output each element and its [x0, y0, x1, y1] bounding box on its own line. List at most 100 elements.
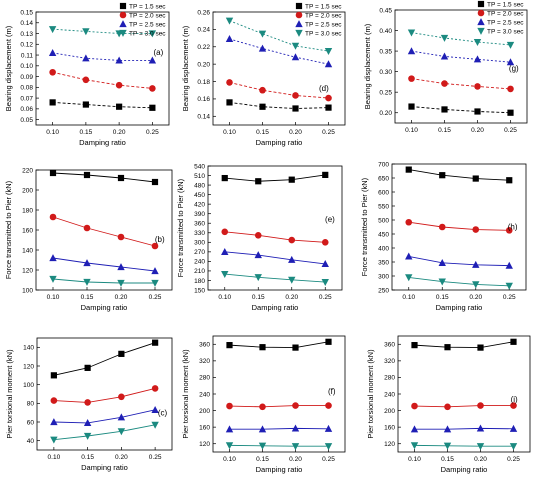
triangle-down-marker	[405, 274, 413, 282]
series-2_0-sec	[226, 402, 332, 411]
x-tick-label: 0.10	[223, 456, 236, 463]
series-2_0-sec	[49, 68, 156, 92]
circle-marker	[259, 86, 266, 94]
triangle-marker	[509, 424, 518, 432]
legend-label: TP = 1.5 sec	[305, 3, 342, 10]
circle-marker	[505, 227, 513, 234]
y-tick-label: 60	[27, 419, 35, 426]
series-2_5-sec	[407, 47, 515, 66]
square-marker	[472, 175, 479, 182]
triangle-down-marker	[505, 282, 513, 290]
square-marker	[149, 104, 156, 111]
panel-label: (e)	[325, 215, 335, 224]
series-2_0-sec	[411, 402, 517, 411]
series-3_0-sec	[407, 29, 515, 49]
series-1_5-sec	[408, 103, 514, 116]
y-tick-label: 0.20	[197, 61, 210, 68]
x-tick-label: 0.10	[47, 294, 60, 301]
legend-triangle-marker	[119, 20, 127, 28]
x-tick-label: 0.25	[149, 454, 162, 461]
triangle-down-marker	[151, 421, 159, 429]
series-line	[224, 273, 326, 283]
triangle-down-marker	[117, 279, 125, 287]
y-tick-label: 0.14	[20, 20, 33, 27]
y-tick-label: 0.30	[379, 69, 392, 76]
square-marker	[444, 344, 451, 351]
circle-marker	[151, 385, 159, 392]
y-tick-label: 0.24	[197, 27, 210, 34]
series-line	[408, 255, 510, 267]
series-3_0-sec	[405, 274, 513, 290]
circle-marker	[149, 85, 156, 92]
x-tick-label: 0.20	[113, 129, 126, 136]
legend-square-marker	[119, 2, 127, 10]
plot-frame	[212, 335, 346, 453]
y-tick-label: 40	[27, 438, 35, 445]
series-line	[414, 444, 514, 447]
x-axis-label: Damping ratio	[256, 138, 303, 147]
y-tick-label: 0.15	[20, 9, 33, 16]
y-tick-label: 140	[23, 345, 34, 352]
legend-square-marker	[295, 2, 303, 10]
plot-frame	[35, 11, 170, 126]
triangle-down-marker	[321, 278, 329, 286]
series-2_5-sec	[225, 424, 333, 433]
legend: TP = 1.5 sec TP = 2.0 sec TP = 2.5 sec TP =…	[477, 0, 524, 35]
y-tick-label: 330	[194, 230, 205, 237]
triangle-marker	[324, 60, 333, 68]
square-marker	[477, 344, 484, 351]
y-tick-label: 0.05	[20, 117, 33, 124]
y-tick-label: 280	[199, 375, 210, 382]
panel-label: (f)	[328, 387, 336, 396]
series-line	[224, 231, 326, 243]
x-tick-label: 0.15	[441, 456, 454, 463]
triangle-marker	[410, 425, 419, 433]
series-line	[229, 405, 329, 408]
triangle-marker	[82, 54, 90, 62]
triangle-down-marker	[225, 17, 234, 25]
triangle-marker	[221, 247, 229, 255]
circle-marker	[49, 68, 56, 76]
y-tick-label: 0.16	[197, 96, 210, 103]
legend-label: TP = 2.0 sec	[305, 12, 342, 19]
series-line	[224, 251, 326, 265]
y-tick-label: 0.08	[20, 85, 33, 92]
series-line	[229, 341, 329, 349]
circle-marker	[115, 81, 123, 89]
circle-marker	[117, 233, 125, 241]
series-1_5-sec	[221, 171, 329, 185]
series-line	[414, 427, 514, 430]
circle-marker	[325, 402, 332, 409]
triangle-marker	[321, 260, 329, 268]
series-line	[229, 38, 329, 65]
series-2_0-sec	[408, 75, 514, 93]
legend-label: TP = 2.5 sec	[129, 21, 166, 28]
x-tick-label: 0.20	[474, 456, 487, 463]
plot-frame	[36, 337, 173, 451]
circle-marker	[472, 226, 480, 233]
panel-b: 0.10 0.15 0.20 0.25 100 120 140 160 180 200 220 Dam…	[4, 167, 173, 312]
series-line	[52, 52, 153, 61]
triangle-marker	[405, 252, 413, 260]
circle-marker	[151, 242, 159, 250]
x-tick-label: 0.25	[146, 129, 159, 136]
panel-label: (d)	[319, 84, 329, 93]
square-marker	[259, 103, 266, 110]
y-tick-label: 0.26	[197, 9, 210, 16]
panel-g: 0.10 0.15 0.20 0.25 0.20 0.25 0.30 0.35 0.40 0.45…	[363, 0, 528, 134]
x-axis-label: Damping ratio	[81, 303, 128, 312]
y-tick-label: 200	[384, 408, 395, 415]
triangle-marker	[476, 424, 485, 432]
square-marker	[325, 338, 332, 345]
x-tick-label: 0.25	[319, 294, 332, 301]
square-marker	[507, 109, 514, 116]
y-tick-label: 420	[194, 201, 205, 208]
x-tick-label: 0.15	[81, 454, 94, 461]
y-tick-label: 270	[194, 249, 205, 256]
y-tick-label: 0.45	[379, 7, 392, 14]
series-1_5-sec	[411, 338, 517, 351]
triangle-marker	[225, 425, 234, 433]
y-axis-label: Bearing displacement (m)	[181, 25, 190, 111]
series-line	[53, 409, 156, 424]
x-tick-label: 0.10	[218, 294, 231, 301]
